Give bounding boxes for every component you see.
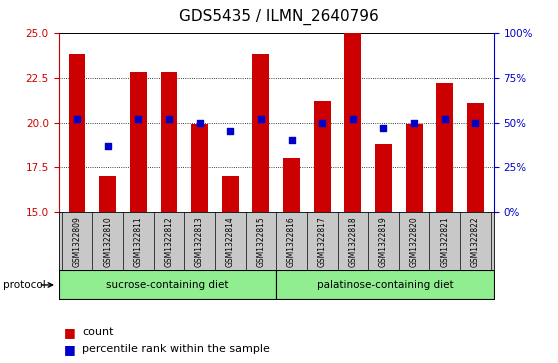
Text: GSM1322818: GSM1322818 — [348, 216, 357, 267]
Point — [73, 116, 81, 122]
Bar — [283, 158, 300, 212]
Point — [257, 116, 266, 122]
Bar — [252, 54, 270, 212]
Bar — [467, 103, 484, 212]
Bar — [161, 72, 177, 212]
Bar — [222, 176, 239, 212]
Point — [348, 116, 357, 122]
Bar — [375, 144, 392, 212]
Point — [287, 138, 296, 143]
Bar — [191, 124, 208, 212]
Bar — [59, 270, 276, 299]
Point — [471, 119, 480, 125]
Text: GSM1322817: GSM1322817 — [318, 216, 326, 267]
Text: count: count — [82, 327, 113, 337]
Text: percentile rank within the sample: percentile rank within the sample — [82, 344, 270, 354]
Text: GSM1322820: GSM1322820 — [410, 216, 418, 267]
Text: GSM1322822: GSM1322822 — [471, 216, 480, 267]
Text: GSM1322812: GSM1322812 — [165, 216, 174, 267]
Text: GSM1322816: GSM1322816 — [287, 216, 296, 267]
Point — [440, 116, 449, 122]
Text: protocol: protocol — [3, 280, 46, 290]
Bar — [130, 72, 147, 212]
Text: GDS5435 / ILMN_2640796: GDS5435 / ILMN_2640796 — [179, 9, 379, 25]
Point — [318, 119, 326, 125]
Text: GSM1322810: GSM1322810 — [103, 216, 112, 267]
Text: GSM1322814: GSM1322814 — [226, 216, 235, 267]
Bar — [69, 54, 85, 212]
Bar — [406, 124, 422, 212]
Text: sucrose-containing diet: sucrose-containing diet — [106, 280, 229, 290]
Bar — [344, 33, 361, 212]
Text: GSM1322815: GSM1322815 — [256, 216, 266, 267]
Bar — [436, 83, 453, 212]
Text: GSM1322813: GSM1322813 — [195, 216, 204, 267]
Bar — [99, 176, 116, 212]
Point — [379, 125, 388, 131]
Text: ■: ■ — [64, 326, 76, 339]
Point — [165, 116, 174, 122]
Text: palatinose-containing diet: palatinose-containing diet — [317, 280, 453, 290]
Text: GSM1322809: GSM1322809 — [73, 216, 81, 267]
Text: GSM1322819: GSM1322819 — [379, 216, 388, 267]
Text: ■: ■ — [64, 343, 76, 356]
Point — [134, 116, 143, 122]
Point — [226, 129, 235, 134]
Point — [410, 119, 418, 125]
Text: GSM1322811: GSM1322811 — [134, 216, 143, 267]
Bar — [276, 270, 494, 299]
Bar — [314, 101, 330, 212]
Point — [195, 119, 204, 125]
Text: GSM1322821: GSM1322821 — [440, 216, 449, 267]
Point — [103, 143, 112, 149]
